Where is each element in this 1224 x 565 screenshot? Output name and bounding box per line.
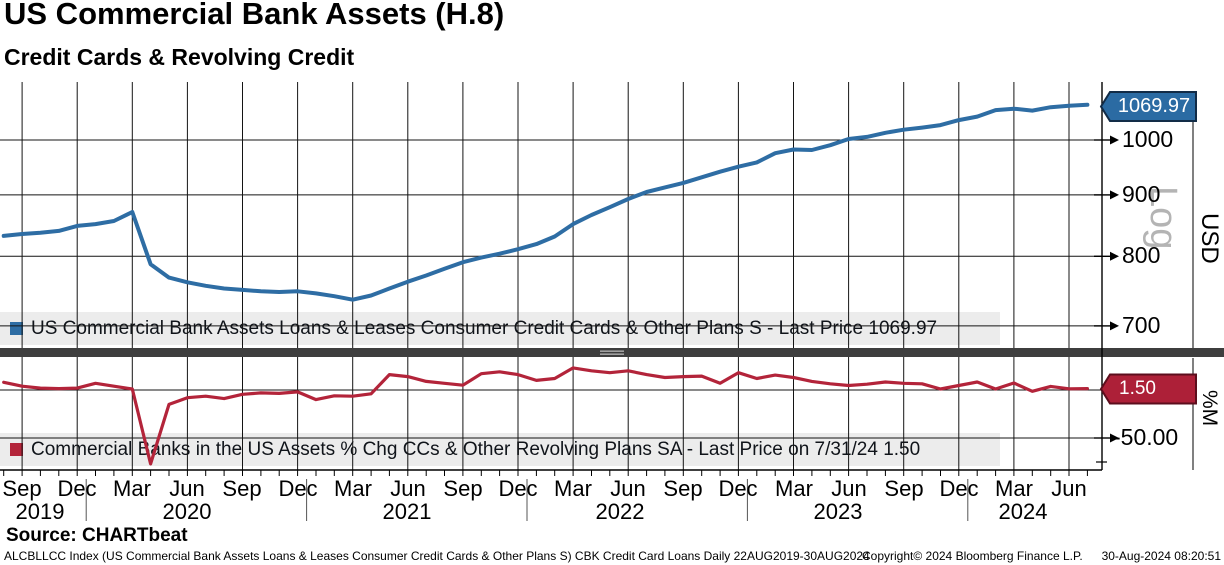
chart-canvas[interactable] bbox=[0, 73, 1224, 525]
series-marker-red-icon bbox=[10, 443, 23, 456]
chart-title: US Commercial Bank Assets (H.8) bbox=[4, 0, 505, 31]
legend-top-series[interactable]: US Commercial Bank Assets Loans & Leases… bbox=[0, 312, 1000, 345]
series-marker-blue-icon bbox=[10, 322, 23, 335]
y-axis-tick-arrow-icon bbox=[1110, 433, 1119, 443]
render-timestamp: 30-Aug-2024 08:20:51 bbox=[1101, 549, 1221, 563]
source-label: Source: CHARTbeat bbox=[6, 525, 188, 546]
copyright-notice: Copyright© 2024 Bloomberg Finance L.P. bbox=[862, 549, 1083, 563]
ticker-description: ALCBLLCC Index (US Commercial Bank Asset… bbox=[4, 549, 870, 563]
y-axis-tick-arrow-icon bbox=[1110, 321, 1119, 331]
last-price-badge-top-shape bbox=[1099, 91, 1197, 122]
y-axis-tick-arrow-icon bbox=[1110, 190, 1119, 200]
y-axis-tick-arrow-icon bbox=[1110, 135, 1119, 145]
fineprint-bar: ALCBLLCC Index (US Commercial Bank Asset… bbox=[0, 549, 1224, 563]
series-line-credit-cards bbox=[1, 102, 1090, 302]
legend-top-text: US Commercial Bank Assets Loans & Leases… bbox=[31, 317, 938, 339]
chart-subtitle: Credit Cards & Revolving Credit bbox=[4, 44, 355, 70]
y-axis-tick-arrow-icon bbox=[1110, 251, 1119, 261]
legend-bottom-text: Commercial Banks in the US Assets % Chg … bbox=[31, 438, 921, 460]
panel-separator-bar[interactable] bbox=[0, 348, 1224, 357]
series-line-pct-change bbox=[2, 366, 1090, 466]
last-price-badge-bottom-shape bbox=[1099, 373, 1197, 405]
